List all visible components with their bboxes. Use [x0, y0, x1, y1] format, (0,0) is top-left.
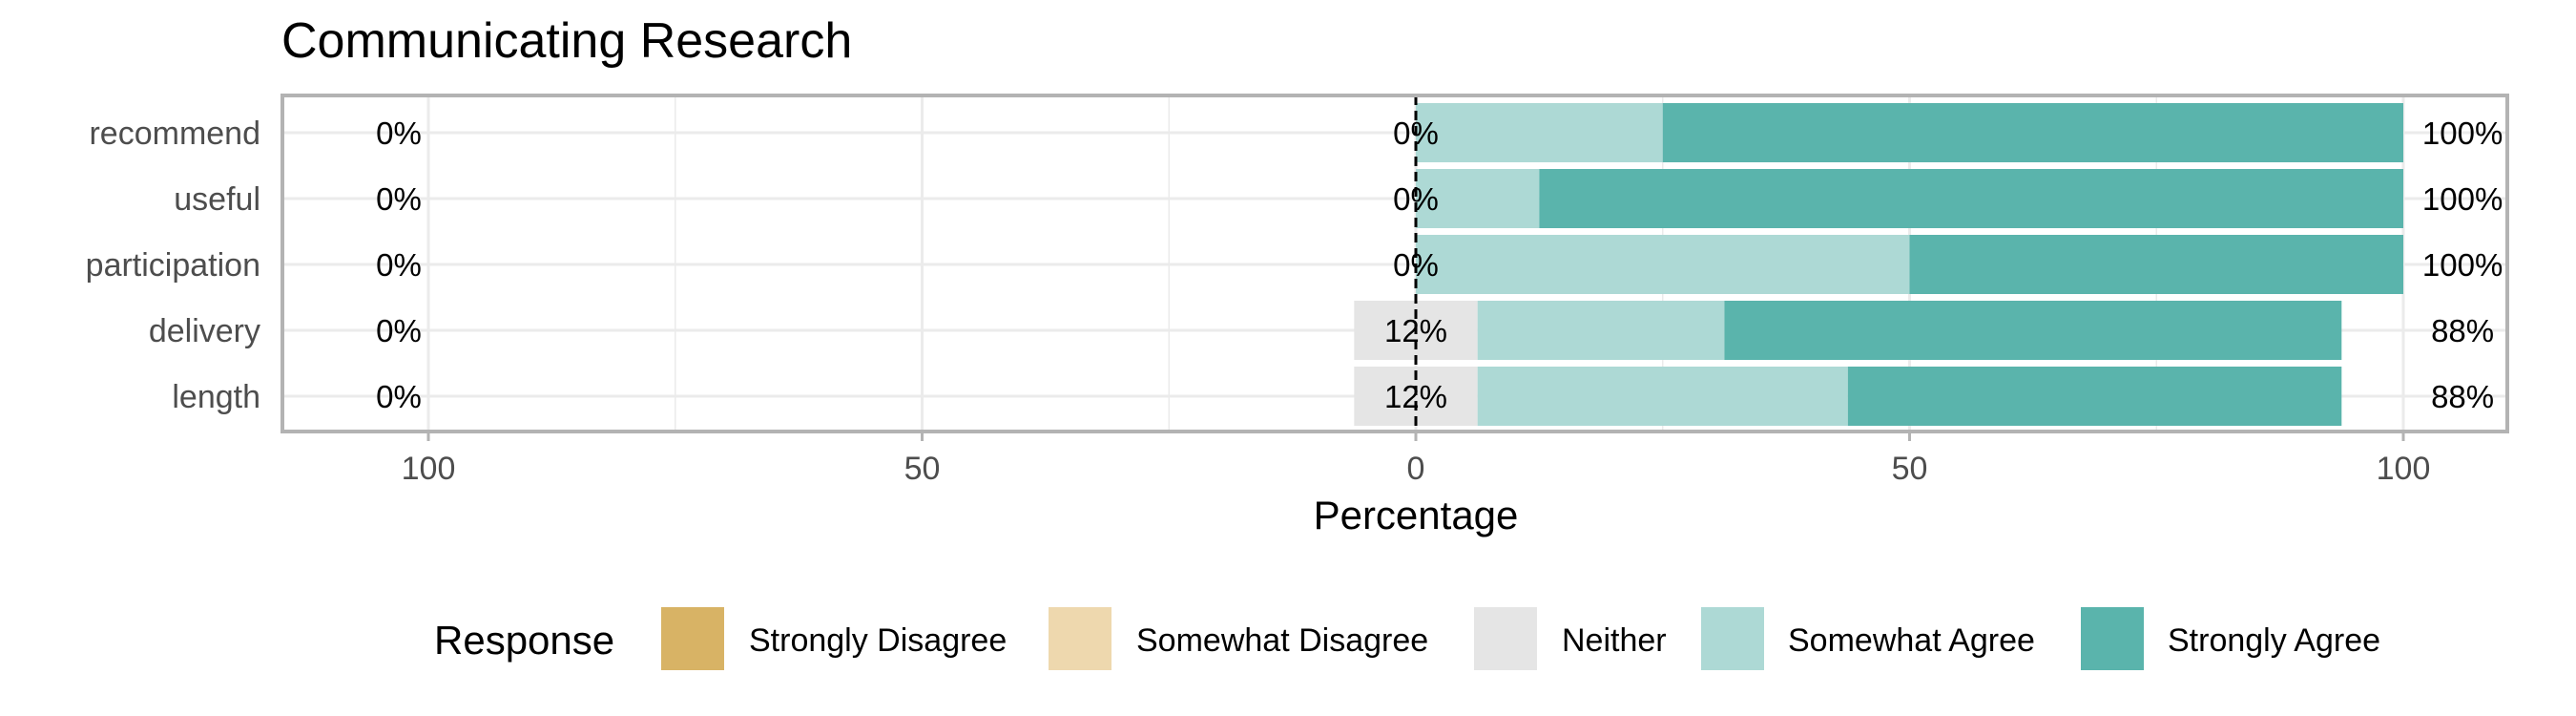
x-tick-label: 100	[402, 451, 456, 487]
center-pct-label: 0%	[1393, 181, 1439, 217]
bar-strongly-agree	[1724, 301, 2342, 360]
legend-label: Strongly Agree	[2168, 622, 2380, 659]
bar-strongly-agree	[1539, 169, 2403, 228]
right-pct-label: 100%	[2422, 247, 2503, 283]
center-pct-label: 0%	[1393, 116, 1439, 151]
left-pct-label: 0%	[376, 313, 422, 348]
bar-strongly-agree	[1909, 235, 2403, 294]
x-tick-label: 0	[1407, 451, 1425, 487]
y-axis-label: recommend	[89, 116, 260, 152]
bar-strongly-agree	[1662, 103, 2403, 162]
value-labels: 0% 0% 100% 0% 0% 100% 0% 0% 100% 0% 12% 88% 0% 12% 88%	[376, 116, 2503, 414]
bar-somewhat-agree	[1416, 235, 1910, 294]
legend-label: Neither	[1562, 622, 1667, 659]
bar-somewhat-agree	[1416, 103, 1663, 162]
chart-title: Communicating Research	[281, 13, 852, 69]
y-axis-label: useful	[174, 181, 260, 218]
right-pct-label: 100%	[2422, 116, 2503, 151]
left-pct-label: 0%	[376, 379, 422, 414]
legend: Response Strongly Disagree Somewhat Disag…	[434, 605, 2380, 672]
bar-strongly-agree	[1847, 367, 2342, 426]
right-pct-label: 88%	[2431, 379, 2494, 414]
bar-somewhat-agree	[1477, 301, 1725, 360]
x-tick-label: 50	[904, 451, 941, 487]
x-axis-ticks: 100 50 0 50 100	[402, 433, 2431, 487]
legend-key-strongly-agree	[2079, 605, 2146, 672]
x-tick-label: 50	[1892, 451, 1928, 487]
legend-key-neither	[1472, 605, 1539, 672]
center-pct-label: 0%	[1393, 247, 1439, 283]
bar-somewhat-agree	[1416, 169, 1540, 228]
bar-somewhat-agree	[1477, 367, 1848, 426]
center-pct-label: 12%	[1384, 313, 1447, 348]
x-axis-label: Percentage	[1314, 493, 1519, 537]
legend-label: Strongly Disagree	[749, 622, 1007, 659]
y-axis-label: participation	[86, 247, 260, 284]
y-axis-label: length	[172, 379, 260, 415]
left-pct-label: 0%	[376, 181, 422, 217]
legend-label: Somewhat Agree	[1788, 622, 2035, 659]
legend-key-somewhat-disagree	[1047, 605, 1113, 672]
legend-title: Response	[434, 618, 614, 663]
y-axis-label: delivery	[149, 313, 260, 349]
left-pct-label: 0%	[376, 116, 422, 151]
legend-label: Somewhat Disagree	[1136, 622, 1428, 659]
x-tick-label: 100	[2377, 451, 2431, 487]
right-pct-label: 88%	[2431, 313, 2494, 348]
legend-key-somewhat-agree	[1699, 605, 1766, 672]
center-pct-label: 12%	[1384, 379, 1447, 414]
plot-border	[280, 94, 2509, 433]
y-axis-labels: recommend useful participation delivery leng…	[86, 116, 260, 415]
legend-key-strongly-disagree	[659, 605, 726, 672]
bars	[1354, 103, 2403, 426]
left-pct-label: 0%	[376, 247, 422, 283]
right-pct-label: 100%	[2422, 181, 2503, 217]
